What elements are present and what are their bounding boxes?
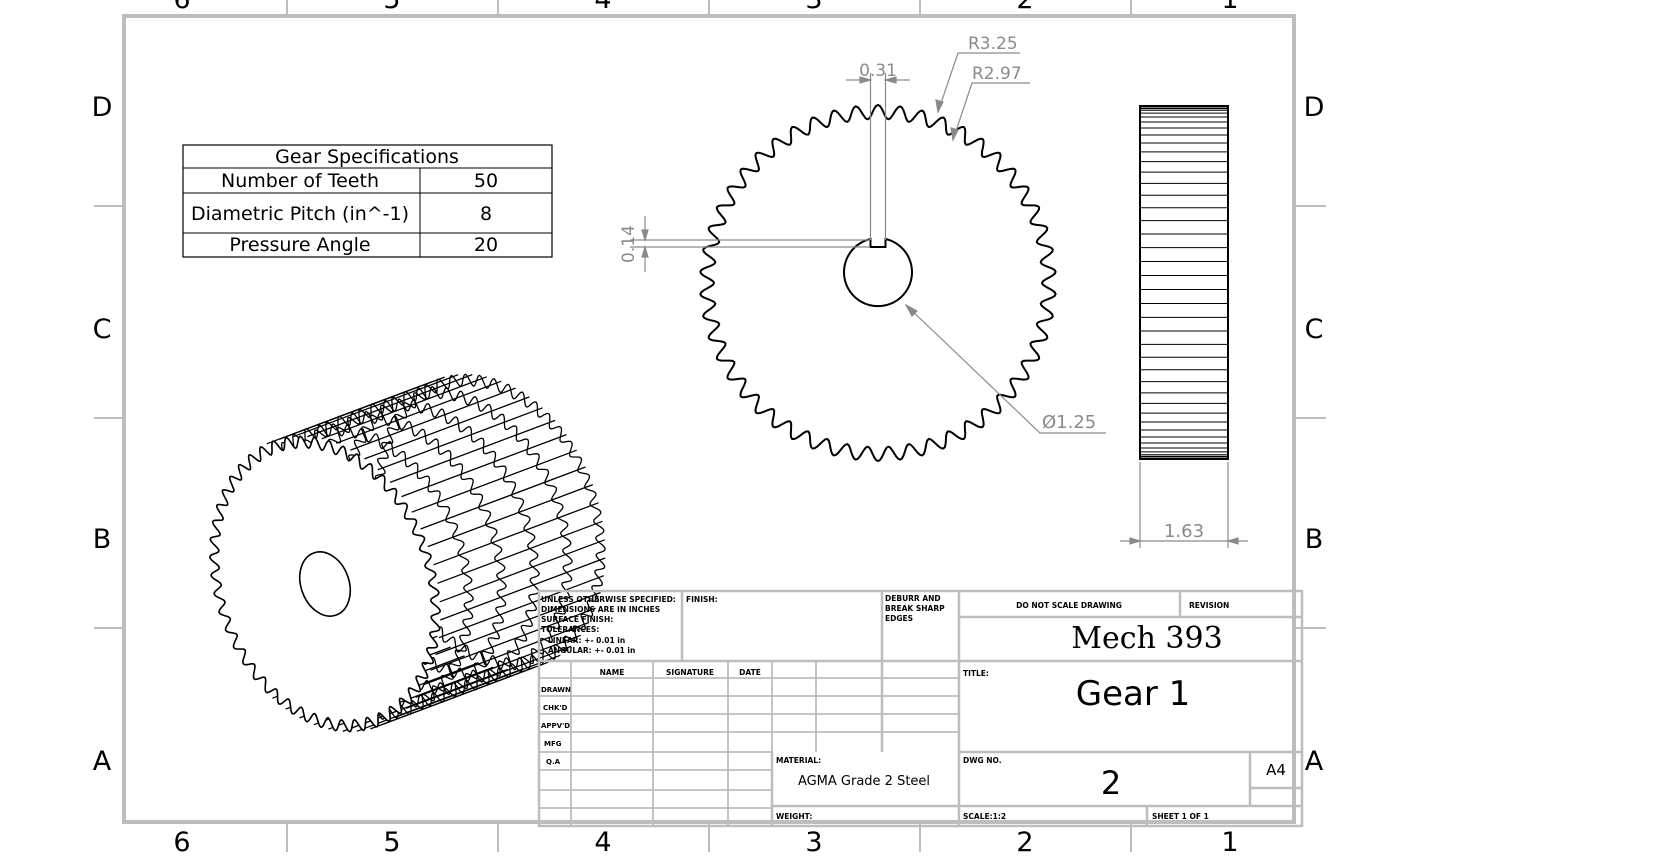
sheet-count: SHEET 1 OF 1 [1152, 812, 1209, 821]
zone-row-left-D: D [92, 92, 113, 123]
gear-side-view [1139, 105, 1229, 460]
dwg-no-value: 2 [1101, 764, 1121, 802]
row-label-drawn: DRAWN [541, 686, 571, 694]
side-view-dimension [1120, 462, 1248, 548]
gear-front-profile [699, 103, 1057, 463]
spec-value-pitch: 8 [480, 203, 492, 225]
note-line-6: ANGULAR: +- 0.01 in [548, 646, 635, 655]
header-signature: SIGNATURE [666, 668, 714, 677]
deburr-line-1: DEBURR AND [885, 594, 941, 603]
note-line-1: UNLESS OTHERWISE SPECIFIED: [541, 595, 676, 604]
signature-grid [539, 661, 959, 826]
zone-row-right-A: A [1305, 746, 1324, 777]
zone-col-top-1: 1 [1221, 0, 1238, 15]
note-line-2: DIMENSIONS ARE IN INCHES [541, 605, 660, 614]
spec-table-title: Gear Specifications [275, 146, 459, 168]
dim-keyway-width: 0.31 [859, 61, 897, 81]
note-line-4: TOLERANCES: [541, 625, 599, 634]
bore-with-keyway [843, 237, 913, 308]
spec-label-teeth: Number of Teeth [221, 170, 379, 192]
spec-value-teeth: 50 [474, 170, 498, 192]
row-label-approved: APPV'D [541, 722, 570, 730]
front-view-dimension-text: 0.31 0.14 R3.25 R2.97 Ø1.25 [619, 34, 1096, 433]
gear-isometric-view [208, 373, 606, 733]
zone-row-right-B: B [1305, 524, 1324, 555]
weight-label: WEIGHT: [776, 812, 812, 821]
dim-root-radius: R2.97 [972, 64, 1022, 84]
zone-col-bottom-2: 2 [1016, 827, 1033, 858]
deburr-line-3: EDGES [885, 614, 913, 623]
gear-front-view [699, 103, 1057, 463]
dim-bore-diameter: Ø1.25 [1042, 412, 1096, 433]
row-label-qa: Q.A [546, 758, 561, 766]
row-label-mfg: MFG [544, 740, 562, 748]
dim-face-width: 1.63 [1164, 521, 1204, 542]
title-label: TITLE: [963, 669, 989, 678]
zone-labels: 6 5 4 3 2 1 6 5 4 3 2 1 D C B A D C B A [92, 0, 1325, 858]
zone-col-top-2: 2 [1016, 0, 1033, 15]
row-label-checked: CHK'D [543, 704, 568, 712]
zone-row-right-C: C [1305, 314, 1324, 345]
spec-value-pressure: 20 [474, 234, 498, 256]
title-block [537, 589, 1304, 828]
zone-col-bottom-4: 4 [594, 827, 611, 858]
zone-col-bottom-6: 6 [173, 827, 190, 858]
dim-keyway-depth: 0.14 [619, 225, 639, 263]
front-view-dimensions [630, 52, 1106, 434]
zone-row-left-A: A [93, 746, 112, 777]
zone-col-bottom-3: 3 [805, 827, 822, 858]
deburr-line-2: BREAK SHARP [885, 604, 945, 613]
note-line-3: SURFACE FINISH: [541, 615, 613, 624]
material-label: MATERIAL: [776, 756, 821, 765]
dim-outer-radius: R3.25 [968, 34, 1018, 54]
dwg-no-label: DWG NO. [963, 756, 1002, 765]
zone-col-bottom-5: 5 [383, 827, 400, 858]
gear-spec-table: Gear Specifications Number of Teeth 50 D… [182, 144, 553, 258]
sheet-size: A4 [1266, 761, 1286, 779]
iso-bore [298, 551, 352, 617]
zone-col-top-6: 6 [173, 0, 190, 15]
inner-border [122, 14, 1296, 824]
finish-label: FINISH: [686, 595, 718, 604]
zone-col-top-4: 4 [594, 0, 611, 15]
zone-row-left-B: B [93, 524, 112, 555]
material-value: AGMA Grade 2 Steel [798, 774, 930, 789]
scale-value: SCALE:1:2 [963, 812, 1006, 821]
header-name: NAME [600, 668, 625, 677]
drawing-title: Gear 1 [1076, 674, 1191, 714]
header-date: DATE [739, 668, 761, 677]
zone-row-right-D: D [1304, 92, 1325, 123]
zone-row-left-C: C [93, 314, 112, 345]
spec-label-pitch: Diametric Pitch (in^-1) [191, 203, 409, 225]
zone-col-bottom-1: 1 [1221, 827, 1238, 858]
title-block-text: UNLESS OTHERWISE SPECIFIED: DIMENSIONS A… [541, 594, 1286, 821]
zone-col-top-3: 3 [805, 0, 822, 15]
iso-gear-front-face [208, 435, 442, 733]
zone-col-top-5: 5 [383, 0, 400, 15]
company-name: Mech 393 [1071, 621, 1222, 656]
side-view-tooth-lines [1140, 107, 1228, 458]
revision-label: REVISION [1189, 601, 1229, 610]
do-not-scale-label: DO NOT SCALE DRAWING [1016, 601, 1122, 610]
spec-label-pressure: Pressure Angle [229, 234, 370, 256]
note-line-5: LINEAR: +- 0.01 in [548, 636, 625, 645]
